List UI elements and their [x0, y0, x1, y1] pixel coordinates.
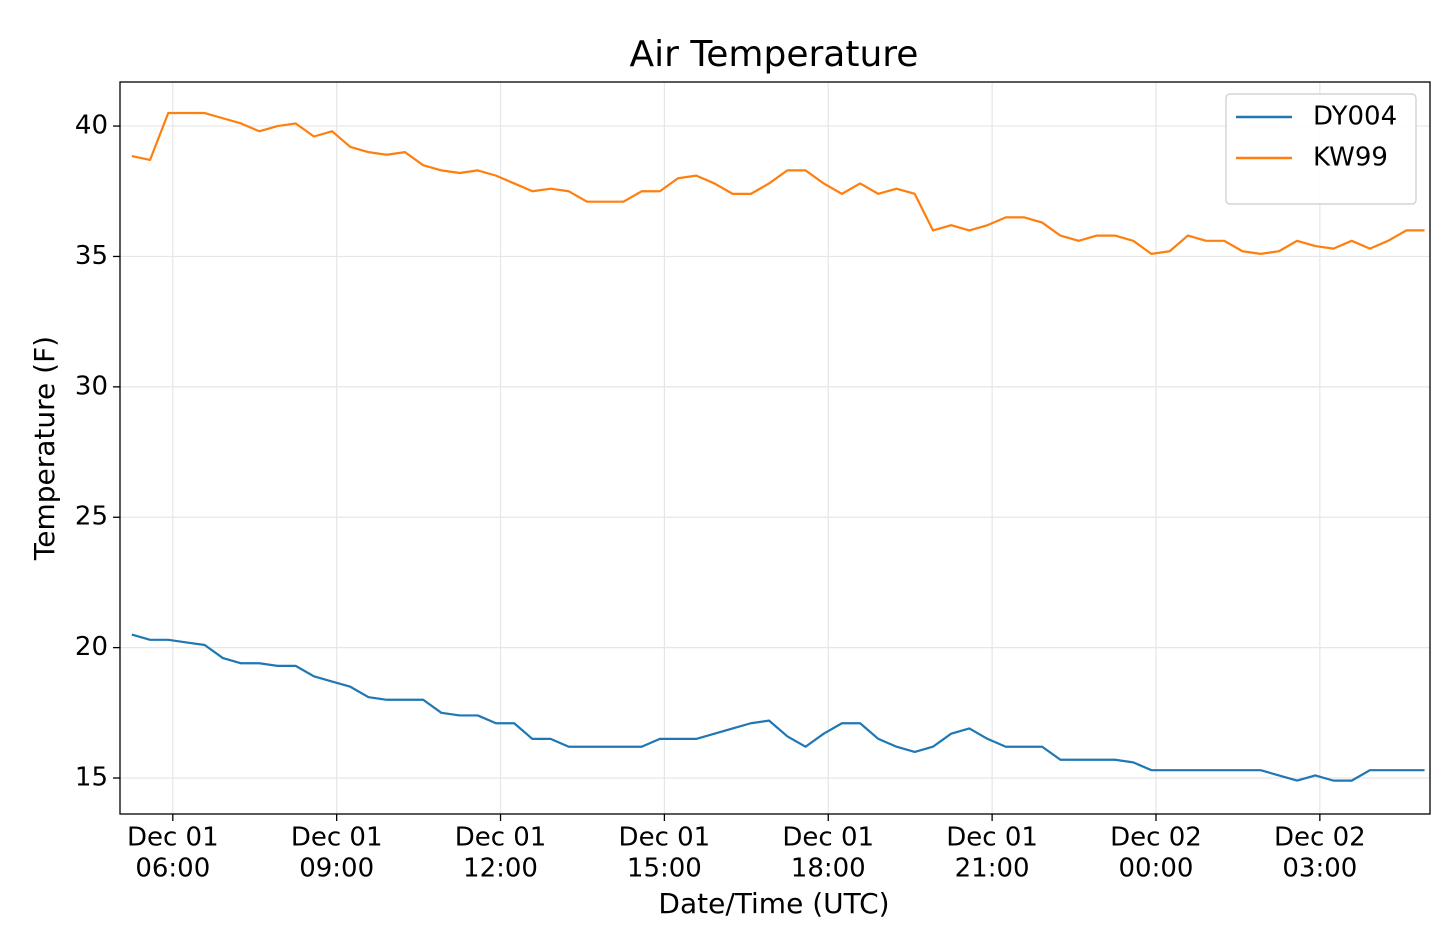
x-tick-label: 03:00	[1282, 854, 1357, 884]
x-tick-label: Dec 01	[291, 823, 383, 853]
y-tick-label: 40	[75, 111, 108, 141]
x-tick-label: 00:00	[1119, 854, 1194, 884]
plot-frame	[119, 81, 1431, 815]
x-tick-label: 12:00	[463, 854, 538, 884]
legend-label: KW99	[1313, 143, 1388, 173]
x-axis-label: Date/Time (UTC)	[658, 887, 889, 920]
y-tick-label: 20	[75, 632, 108, 662]
legend-box	[1225, 93, 1417, 205]
x-tick-label: Dec 02	[1274, 823, 1366, 853]
y-tick-label: 25	[75, 502, 108, 532]
y-tick-label: 30	[75, 371, 108, 401]
x-tick-label: Dec 01	[619, 823, 711, 853]
legend: DY004 KW99	[1225, 93, 1417, 205]
x-tick-label: 18:00	[791, 854, 866, 884]
line	[131, 111, 1425, 255]
x-tick-label: Dec 01	[455, 823, 547, 853]
legend-label: DY004	[1313, 102, 1397, 132]
x-tick-label: Dec 01	[946, 823, 1038, 853]
chart-title: Air Temperature	[630, 34, 919, 75]
x-tick-label: Dec 01	[782, 823, 874, 853]
y-tick-label: 15	[75, 763, 108, 793]
y-axis-label: Temperature (F)	[28, 336, 61, 561]
x-tick-label: 06:00	[135, 854, 210, 884]
x-tick-label: 09:00	[299, 854, 374, 884]
x-tick-label: 15:00	[627, 854, 702, 884]
y-tick-label: 35	[75, 241, 108, 271]
x-tick-label: Dec 02	[1110, 823, 1202, 853]
line	[131, 633, 1425, 782]
x-tick-label: Dec 01	[127, 823, 219, 853]
x-tick-label: 21:00	[955, 854, 1030, 884]
